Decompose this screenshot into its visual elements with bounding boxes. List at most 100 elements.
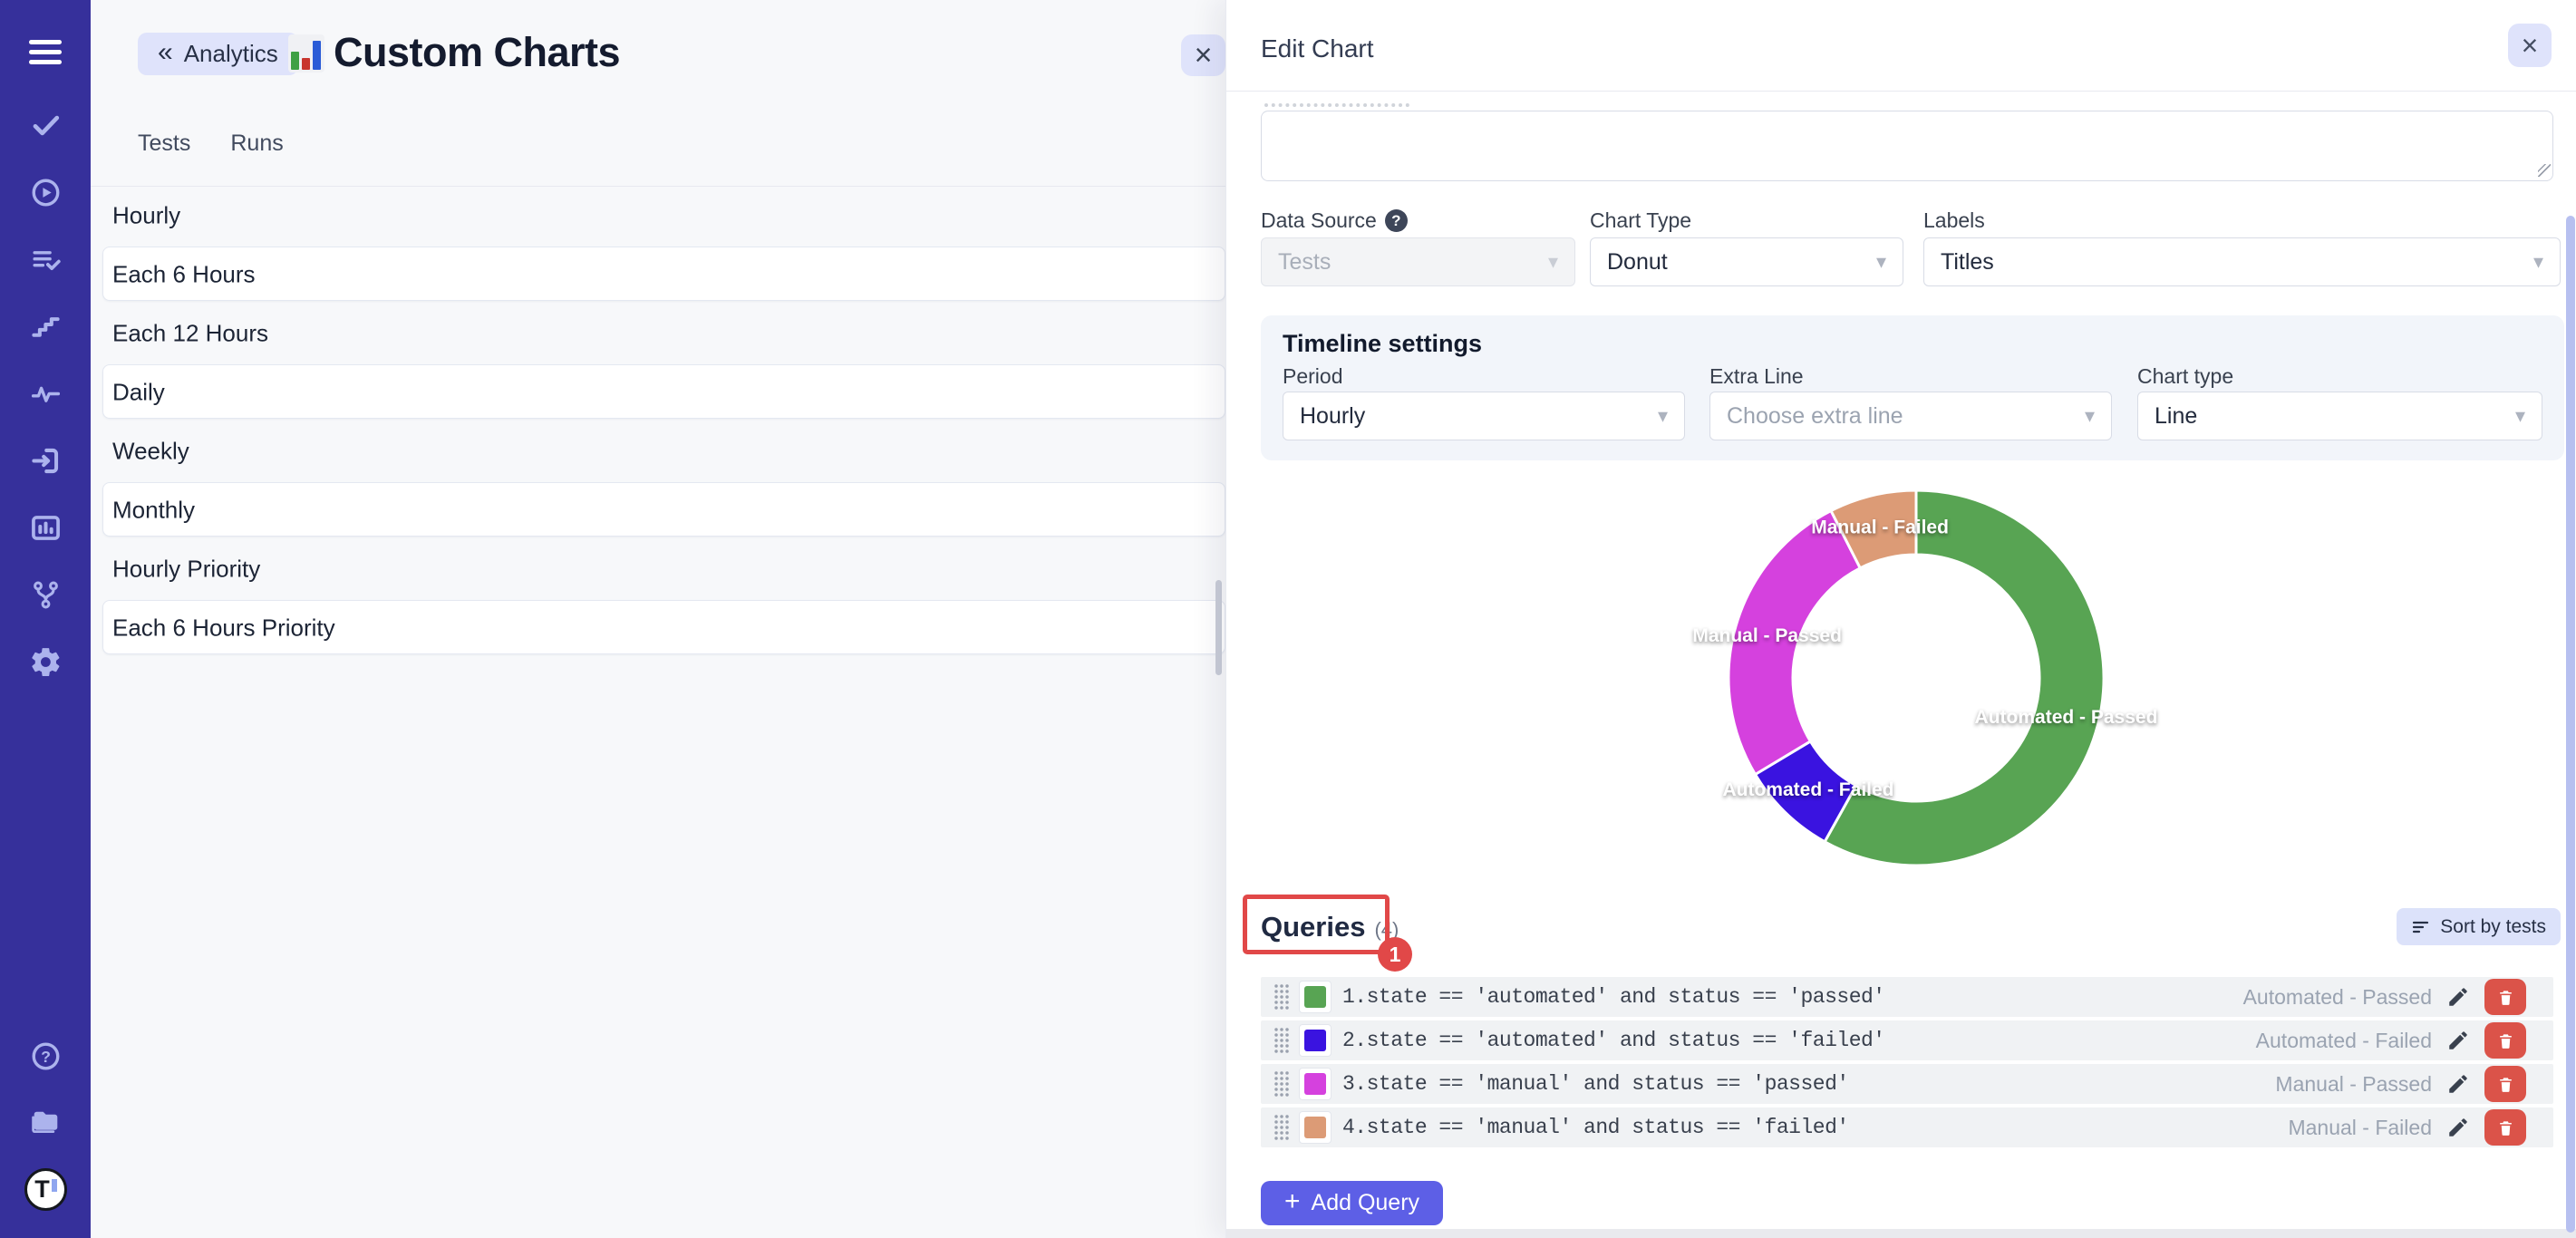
labels-label: Labels — [1923, 208, 1985, 232]
chart-description-input[interactable] — [1261, 111, 2553, 181]
sidebar-item-projects[interactable] — [24, 1103, 67, 1139]
chevron-down-icon: ▾ — [1657, 404, 1668, 427]
donut-segment — [1829, 488, 1918, 570]
sidebar-item-analytics[interactable] — [24, 509, 67, 546]
query-color-swatch — [1304, 1117, 1326, 1138]
delete-query-button[interactable] — [2484, 979, 2526, 1015]
gear-icon — [29, 645, 63, 679]
play-circle-icon — [29, 176, 63, 209]
svg-text:?: ? — [41, 1047, 51, 1065]
chevron-down-icon: ▾ — [1875, 250, 1886, 273]
sort-by-tests-button[interactable]: Sort by tests — [2397, 908, 2561, 945]
donut-segment-label: Manual - Passed — [1692, 625, 1842, 646]
period-select[interactable]: Hourly ▾ — [1283, 392, 1685, 440]
sidebar-item-help[interactable]: ? — [24, 1038, 67, 1074]
sidebar-item-imports[interactable] — [24, 442, 67, 479]
edit-query-button[interactable] — [2446, 1029, 2470, 1052]
trash-icon — [2497, 1119, 2514, 1136]
query-expression: 2.state == 'automated' and status == 'fa… — [1342, 1029, 1885, 1052]
edit-query-button[interactable] — [2446, 1116, 2470, 1139]
edit-query-button[interactable] — [2446, 1072, 2470, 1096]
chart-list-item[interactable]: Monthly — [91, 480, 1225, 539]
sidebar-item-settings[interactable] — [24, 643, 67, 680]
chart-list-item[interactable]: Hourly Priority — [91, 539, 1225, 598]
queries-count: (4) — [1374, 918, 1399, 941]
chart-list-item[interactable]: Each 6 Hours — [91, 245, 1225, 304]
chevron-down-icon: ▾ — [1547, 250, 1558, 273]
queries-section-title: Queries (4) — [1261, 911, 1399, 943]
plus-icon: + — [1284, 1186, 1301, 1216]
close-icon: × — [1194, 38, 1213, 73]
add-query-button[interactable]: + Add Query — [1261, 1181, 1444, 1225]
chevron-down-icon: ▾ — [2084, 404, 2095, 427]
chart-type-select[interactable]: Donut ▾ — [1590, 237, 1903, 286]
chart-list-item[interactable]: Weekly — [91, 421, 1225, 480]
timeline-chart-type-label: Chart type — [2137, 364, 2234, 388]
drag-handle-icon[interactable] — [1273, 1027, 1290, 1054]
query-color-picker[interactable] — [1299, 1068, 1332, 1100]
drag-handle-icon[interactable] — [1273, 1114, 1290, 1141]
edit-chart-close-button[interactable]: × — [2508, 24, 2552, 67]
app-logo[interactable]: T — [24, 1168, 67, 1211]
tabs: Tests Runs — [138, 131, 284, 157]
donut-segment-label: Automated - Passed — [1975, 707, 2158, 728]
edit-query-button[interactable] — [2446, 985, 2470, 1009]
chart-list-item[interactable]: Each 6 Hours Priority — [91, 598, 1225, 657]
sidebar-item-milestones[interactable] — [24, 308, 67, 344]
help-icon[interactable]: ? — [1384, 209, 1408, 232]
charts-panel-close-button[interactable]: × — [1181, 34, 1225, 76]
chart-list-item[interactable]: Daily — [91, 363, 1225, 421]
delete-query-button[interactable] — [2484, 1022, 2526, 1059]
branch-icon — [29, 578, 63, 612]
chart-list-item[interactable]: Hourly — [91, 186, 1225, 245]
data-source-select[interactable]: Tests ▾ — [1261, 237, 1575, 286]
delete-query-button[interactable] — [2484, 1066, 2526, 1102]
chart-list-item-label: Weekly — [112, 437, 189, 464]
chart-list-item-label: Monthly — [112, 496, 196, 523]
chevron-down-icon: ▾ — [2532, 250, 2543, 273]
chart-list-item-label: Each 12 Hours — [112, 319, 268, 346]
sidebar-item-branches[interactable] — [24, 576, 67, 613]
data-source-label: Data Source ? — [1261, 208, 1408, 233]
query-row: 1.state == 'automated' and status == 'pa… — [1261, 977, 2553, 1017]
query-row: 3.state == 'manual' and status == 'passe… — [1261, 1064, 2553, 1104]
hamburger-menu-button[interactable] — [0, 29, 91, 74]
query-color-picker[interactable] — [1299, 981, 1332, 1013]
bar-chart-icon — [29, 511, 63, 545]
sidebar-item-tests[interactable] — [24, 107, 67, 143]
sidebar-item-pulse[interactable] — [24, 375, 67, 411]
drag-handle-icon[interactable] — [1273, 983, 1290, 1011]
back-button-label: Analytics — [183, 40, 278, 67]
delete-query-button[interactable] — [2484, 1109, 2526, 1146]
sidebar-item-runs[interactable] — [24, 174, 67, 210]
query-row: 2.state == 'automated' and status == 'fa… — [1261, 1020, 2553, 1060]
drag-handle-icon[interactable] — [1273, 1070, 1290, 1098]
labels-select[interactable]: Titles ▾ — [1923, 237, 2561, 286]
donut-segment-label: Automated - Failed — [1722, 779, 1893, 800]
pulse-icon — [29, 377, 63, 411]
back-to-analytics-button[interactable]: « Analytics — [138, 33, 298, 75]
extra-line-label: Extra Line — [1709, 364, 1804, 388]
period-label: Period — [1283, 364, 1343, 388]
chart-list-item[interactable]: Each 12 Hours — [91, 304, 1225, 363]
extra-line-select[interactable]: Choose extra line ▾ — [1709, 392, 2112, 440]
charts-panel-scrollbar[interactable] — [1215, 580, 1222, 675]
query-color-picker[interactable] — [1299, 1024, 1332, 1057]
tab-runs[interactable]: Runs — [230, 131, 284, 156]
tab-tests[interactable]: Tests — [138, 131, 191, 156]
query-series-label: Automated - Failed — [2255, 1028, 2432, 1052]
help-circle-icon: ? — [29, 1040, 63, 1073]
sort-icon — [2413, 921, 2429, 933]
close-icon: × — [2521, 29, 2539, 62]
hamburger-icon — [29, 39, 62, 44]
edit-panel-scrollbar[interactable] — [2566, 216, 2575, 1233]
timeline-chart-type-select[interactable]: Line ▾ — [2137, 392, 2542, 440]
folder-icon — [29, 1105, 63, 1138]
logo-letter: T — [34, 1175, 50, 1203]
sidebar-item-test-plans[interactable] — [24, 241, 67, 277]
clipped-field-label — [1264, 103, 1409, 107]
pencil-icon — [2446, 985, 2470, 1009]
query-color-picker[interactable] — [1299, 1111, 1332, 1144]
panel-bottom-strip — [1226, 1229, 2576, 1238]
